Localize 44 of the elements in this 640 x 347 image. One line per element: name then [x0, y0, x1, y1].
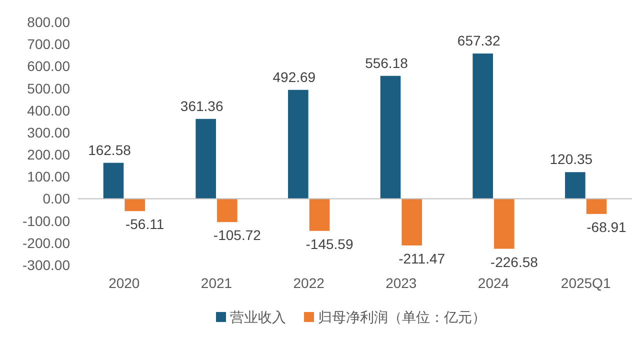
bar [402, 198, 422, 246]
x-tick-label: 2025Q1 [560, 275, 611, 291]
data-label: 361.36 [180, 98, 224, 114]
data-label: 162.58 [88, 142, 132, 158]
x-tick-label: 2023 [386, 275, 417, 291]
x-tick-label: 2024 [478, 275, 510, 291]
bar [380, 76, 401, 199]
y-tick-label: -100.00 [22, 212, 70, 229]
data-label: -226.58 [490, 254, 538, 270]
data-label: -145.59 [306, 236, 354, 252]
y-tick-label: 500.00 [27, 80, 70, 96]
y-tick-label: -200.00 [22, 234, 70, 251]
x-tick-label: 2020 [108, 275, 140, 291]
bar [196, 118, 216, 199]
data-label: 556.18 [365, 54, 408, 71]
bar [124, 198, 145, 212]
data-label: -105.72 [213, 227, 262, 244]
data-label: -211.47 [398, 250, 446, 266]
y-tick-label: 600.00 [27, 58, 70, 74]
bar [565, 172, 586, 199]
bar [494, 198, 514, 249]
bar [472, 54, 493, 199]
bar [217, 198, 238, 222]
y-tick-label: 100.00 [27, 168, 70, 185]
bar [309, 198, 330, 231]
x-tick-label: 2021 [200, 275, 232, 291]
data-label: -56.11 [125, 216, 164, 232]
data-label: 120.35 [550, 151, 593, 168]
bar [103, 162, 124, 199]
legend-label: 营业收入 [230, 309, 286, 325]
y-tick-label: 300.00 [27, 124, 70, 140]
y-tick-label: 700.00 [27, 36, 70, 52]
legend-label: 归母净利润（单位：亿元） [318, 309, 486, 325]
y-tick-label: -300.00 [22, 257, 70, 273]
bar [288, 90, 308, 199]
y-tick-label: 0.00 [42, 190, 70, 207]
data-label: -68.91 [586, 218, 627, 235]
y-tick-label: 200.00 [27, 146, 70, 163]
data-label: 657.32 [457, 32, 500, 49]
y-tick-label: 800.00 [27, 14, 70, 30]
data-label: 492.69 [272, 68, 316, 85]
x-tick-label: 2022 [293, 275, 325, 291]
bar [586, 198, 607, 214]
y-tick-label: 400.00 [27, 102, 70, 118]
